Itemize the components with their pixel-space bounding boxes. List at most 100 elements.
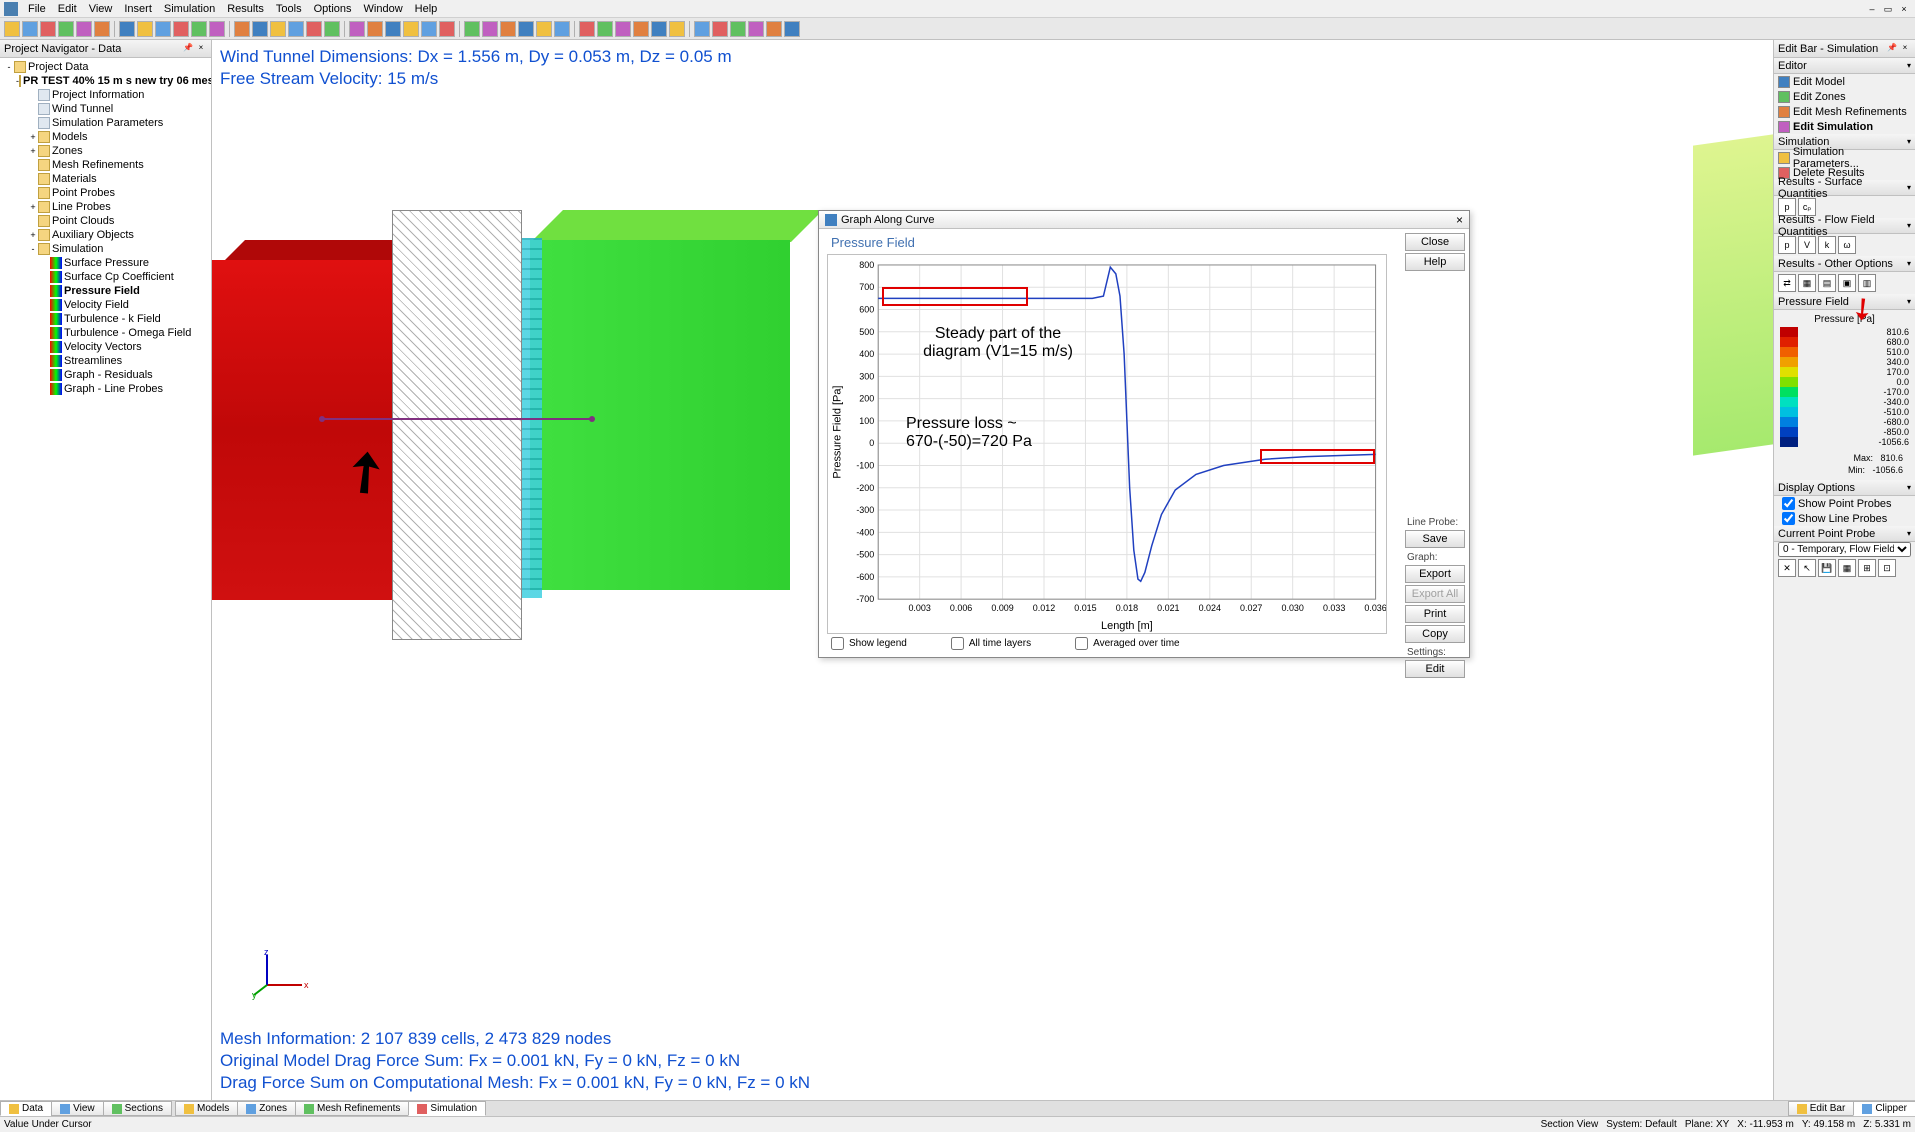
tab-sections[interactable]: Sections [103, 1101, 172, 1116]
minimize-button[interactable]: – [1865, 3, 1879, 15]
toolbar-button-33[interactable] [633, 21, 649, 37]
toolbar-button-19[interactable] [367, 21, 383, 37]
panel-close-icon[interactable]: × [195, 43, 207, 55]
result-button[interactable]: k [1818, 236, 1836, 254]
toolbar-button-5[interactable] [94, 21, 110, 37]
tree-item[interactable]: Turbulence - Omega Field [0, 326, 211, 340]
copy-button[interactable]: Copy [1405, 625, 1465, 643]
tree-item[interactable]: Graph - Residuals [0, 368, 211, 382]
tree-item[interactable]: -PR TEST 40% 15 m s new try 06 mesh [0, 74, 211, 88]
tree-item[interactable]: Project Information [0, 88, 211, 102]
menu-file[interactable]: File [22, 3, 52, 15]
toolbar-button-34[interactable] [651, 21, 667, 37]
toolbar-button-38[interactable] [730, 21, 746, 37]
panel-pin-icon[interactable]: 📌 [182, 43, 194, 55]
tab-simulation[interactable]: Simulation [408, 1101, 486, 1116]
toolbar-button-15[interactable] [288, 21, 304, 37]
maximize-button[interactable]: ▭ [1881, 3, 1895, 15]
close-button[interactable]: × [1897, 3, 1911, 15]
toolbar-button-9[interactable] [173, 21, 189, 37]
toolbar-button-32[interactable] [615, 21, 631, 37]
tree-item[interactable]: Materials [0, 172, 211, 186]
result-button[interactable]: ▣ [1838, 274, 1856, 292]
panel-close-icon[interactable]: × [1899, 43, 1911, 55]
tab-zones[interactable]: Zones [237, 1101, 296, 1116]
checkbox-show_point[interactable]: Show Point Probes [1774, 496, 1915, 511]
tree-item[interactable]: +Auxiliary Objects [0, 228, 211, 242]
toolbar-button-6[interactable] [119, 21, 135, 37]
tree-item[interactable]: Graph - Line Probes [0, 382, 211, 396]
tree-item[interactable]: Point Probes [0, 186, 211, 200]
menu-results[interactable]: Results [221, 3, 270, 15]
edit-bar-item[interactable]: Edit Zones [1774, 89, 1915, 104]
tree-item[interactable]: Velocity Vectors [0, 340, 211, 354]
export-button[interactable]: Export [1405, 565, 1465, 583]
toolbar-button-36[interactable] [694, 21, 710, 37]
edit-bar-item[interactable]: Edit Simulation [1774, 119, 1915, 134]
tree-item[interactable]: -Project Data [0, 60, 211, 74]
menu-tools[interactable]: Tools [270, 3, 308, 15]
toolbar-button-17[interactable] [324, 21, 340, 37]
toolbar-button-26[interactable] [500, 21, 516, 37]
viewport[interactable]: Wind Tunnel Dimensions: Dx = 1.556 m, Dy… [212, 40, 1773, 1100]
toolbar-button-35[interactable] [669, 21, 685, 37]
probe-tool-button[interactable]: ⊡ [1878, 559, 1896, 577]
probe-tool-button[interactable]: ↖ [1798, 559, 1816, 577]
menu-window[interactable]: Window [358, 3, 409, 15]
toolbar-button-28[interactable] [536, 21, 552, 37]
tree-item[interactable]: +Line Probes [0, 200, 211, 214]
toolbar-button-1[interactable] [22, 21, 38, 37]
edit-button[interactable]: Edit [1405, 660, 1465, 678]
toolbar-button-30[interactable] [579, 21, 595, 37]
graph-close-icon[interactable]: × [1456, 213, 1463, 227]
edit-bar-item[interactable]: Edit Mesh Refinements [1774, 104, 1915, 119]
tree-item[interactable]: Point Clouds [0, 214, 211, 228]
tree-item[interactable]: Wind Tunnel [0, 102, 211, 116]
result-button[interactable]: p [1778, 236, 1796, 254]
probe-select[interactable]: 0 - Temporary, Flow Field [1778, 542, 1911, 557]
toolbar-button-31[interactable] [597, 21, 613, 37]
toolbar-button-27[interactable] [518, 21, 534, 37]
graph-titlebar[interactable]: Graph Along Curve × [819, 211, 1469, 229]
result-button[interactable]: ▤ [1818, 274, 1836, 292]
toolbar-button-41[interactable] [784, 21, 800, 37]
toolbar-button-7[interactable] [137, 21, 153, 37]
edit-bar-item[interactable]: Simulation Parameters... [1774, 150, 1915, 165]
panel-pin-icon[interactable]: 📌 [1886, 43, 1898, 55]
toolbar-button-3[interactable] [58, 21, 74, 37]
menu-help[interactable]: Help [409, 3, 444, 15]
toolbar-button-21[interactable] [403, 21, 419, 37]
export-all-button[interactable]: Export All [1405, 585, 1465, 603]
tree-item[interactable]: Surface Pressure [0, 256, 211, 270]
toolbar-button-10[interactable] [191, 21, 207, 37]
print-button[interactable]: Print [1405, 605, 1465, 623]
probe-tool-button[interactable]: ⊞ [1858, 559, 1876, 577]
toolbar-button-22[interactable] [421, 21, 437, 37]
project-tree[interactable]: -Project Data-PR TEST 40% 15 m s new try… [0, 58, 211, 1100]
menu-simulation[interactable]: Simulation [158, 3, 221, 15]
tree-item[interactable]: Pressure Field [0, 284, 211, 298]
toolbar-button-40[interactable] [766, 21, 782, 37]
result-button[interactable]: ⇄ [1778, 274, 1796, 292]
menu-insert[interactable]: Insert [118, 3, 158, 15]
toolbar-button-18[interactable] [349, 21, 365, 37]
tree-item[interactable]: +Models [0, 130, 211, 144]
tab-clipper[interactable]: Clipper [1853, 1101, 1915, 1116]
menu-options[interactable]: Options [308, 3, 358, 15]
edit-bar-item[interactable]: Edit Model [1774, 74, 1915, 89]
menu-view[interactable]: View [83, 3, 119, 15]
tab-edit-bar[interactable]: Edit Bar [1788, 1101, 1855, 1116]
toolbar-button-16[interactable] [306, 21, 322, 37]
section-header[interactable]: Results - Flow Field Quantities▾ [1774, 218, 1915, 234]
section-header[interactable]: Editor▾ [1774, 58, 1915, 74]
tab-mesh-refinements[interactable]: Mesh Refinements [295, 1101, 409, 1116]
toolbar-button-13[interactable] [252, 21, 268, 37]
tree-item[interactable]: Surface Cp Coefficient [0, 270, 211, 284]
toolbar-button-29[interactable] [554, 21, 570, 37]
tree-item[interactable]: Simulation Parameters [0, 116, 211, 130]
result-button[interactable]: ▦ [1798, 274, 1816, 292]
tree-item[interactable]: Turbulence - k Field [0, 312, 211, 326]
section-header[interactable]: Results - Surface Quantities▾ [1774, 180, 1915, 196]
toolbar-button-11[interactable] [209, 21, 225, 37]
section-header[interactable]: Results - Other Options▾ [1774, 256, 1915, 272]
